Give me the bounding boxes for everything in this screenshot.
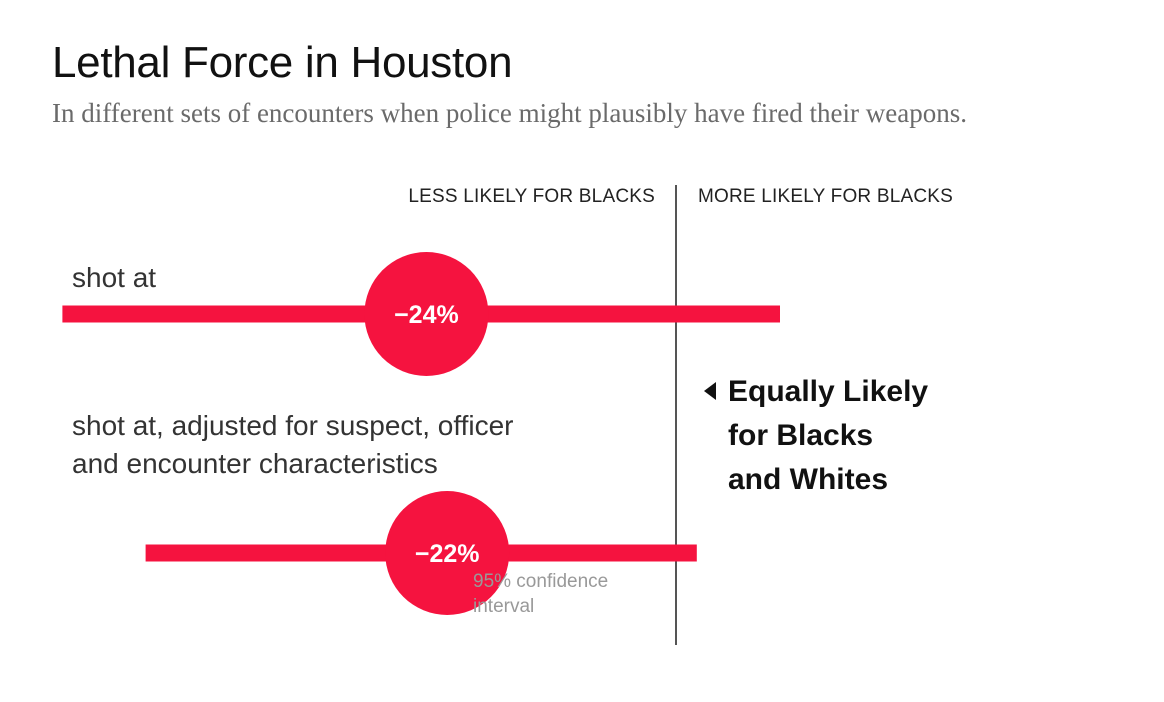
less-likely-label: LESS LIKELY FOR BLACKS: [408, 186, 655, 207]
series-row-1: −24%: [62, 252, 780, 376]
row-label-line2: and encounter characteristics: [72, 448, 438, 479]
chart-title: Lethal Force in Houston: [52, 38, 513, 87]
equal-note-line1: Equally Likely: [728, 375, 929, 408]
estimate-dot: [385, 491, 510, 615]
estimate-dot: [364, 252, 489, 376]
equally-likely-annotation: Equally Likely for Blacks and Whites: [704, 370, 928, 502]
ci-note-line1: 95% confidence: [473, 571, 609, 592]
estimate-label: −24%: [394, 301, 459, 329]
more-likely-label: MORE LIKELY FOR BLACKS: [698, 186, 953, 207]
equal-note-line2: for Blacks: [728, 419, 874, 452]
row-label-shot-at-adjusted: shot at, adjusted for suspect, officer a…: [72, 407, 514, 483]
ci-note-line2: interval: [473, 596, 535, 617]
row-label-shot-at: shot at: [72, 262, 157, 293]
row-label-line1: shot at, adjusted for suspect, officer: [72, 410, 514, 441]
estimate-label: −22%: [415, 540, 480, 568]
left-arrow-icon: [704, 382, 716, 400]
series-row-2: −22%: [145, 491, 697, 615]
confidence-interval-note: 95% confidence interval: [473, 569, 608, 619]
chart-subtitle: In different sets of encounters when pol…: [52, 98, 967, 128]
equal-note-line3: and Whites: [728, 463, 889, 496]
